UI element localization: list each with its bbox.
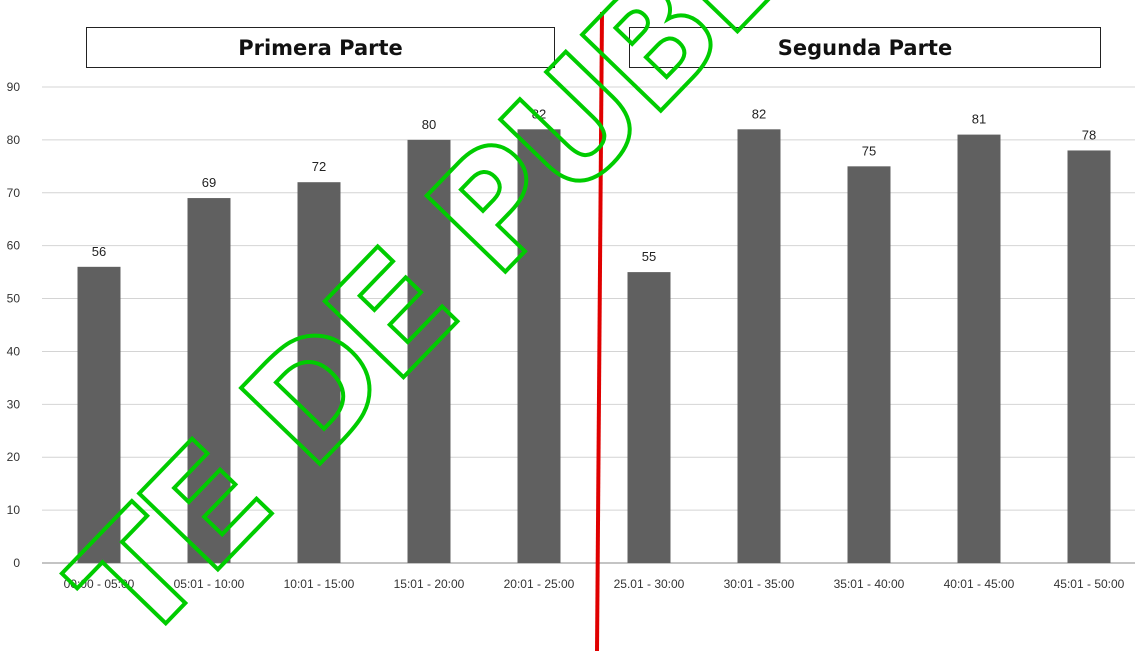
y-tick-label: 50 [7,292,21,306]
bar [627,272,671,563]
data-label: 82 [752,106,766,121]
data-label: 82 [532,106,546,121]
bar [847,166,891,564]
x-tick-label: 35:01 - 40:00 [834,577,905,591]
data-labels: 56 69 72 80 82 55 82 75 81 78 [92,106,1096,264]
y-tick-label: 80 [7,133,21,147]
x-axis-ticks: 00:00 - 05:00 05:01 - 10:00 10:01 - 15:00 1… [64,577,1125,591]
y-axis-ticks: 0 10 20 30 40 50 60 70 80 90 [7,80,21,570]
y-tick-label: 20 [7,450,21,464]
bar [407,139,451,563]
data-label: 55 [642,249,656,264]
data-label: 56 [92,244,106,259]
section-title-primera-parte: Primera Parte [86,27,555,68]
y-tick-label: 90 [7,80,21,94]
data-label: 72 [312,159,326,174]
x-tick-label: 20:01 - 25:00 [504,577,575,591]
data-label: 80 [422,117,436,132]
x-tick-label: 40:01 - 45:00 [944,577,1015,591]
bar [187,198,231,564]
data-label: 78 [1082,127,1096,142]
bar [737,129,781,564]
y-tick-label: 70 [7,186,21,200]
y-tick-label: 60 [7,239,21,253]
bar [957,134,1001,563]
section-title-segunda-parte: Segunda Parte [629,27,1101,68]
bar [297,182,341,563]
y-tick-label: 0 [13,556,20,570]
x-tick-label: 00:00 - 05:00 [64,577,135,591]
x-tick-label: 30:01 - 35:00 [724,577,795,591]
x-tick-label: 05:01 - 10:00 [174,577,245,591]
x-tick-label: 15:01 - 20:00 [394,577,465,591]
section-divider [595,11,604,651]
bars [77,129,1111,564]
x-tick-label: 10:01 - 15:00 [284,577,355,591]
bar [77,266,121,563]
bar [1067,150,1111,563]
y-tick-label: 40 [7,344,21,358]
data-label: 81 [972,112,986,127]
bar [517,129,561,564]
data-label: 75 [862,143,876,158]
data-label: 69 [202,175,216,190]
y-tick-label: 10 [7,503,21,517]
x-tick-label: 25.01 - 30:00 [614,577,685,591]
x-tick-label: 45:01 - 50:00 [1054,577,1125,591]
y-tick-label: 30 [7,397,21,411]
